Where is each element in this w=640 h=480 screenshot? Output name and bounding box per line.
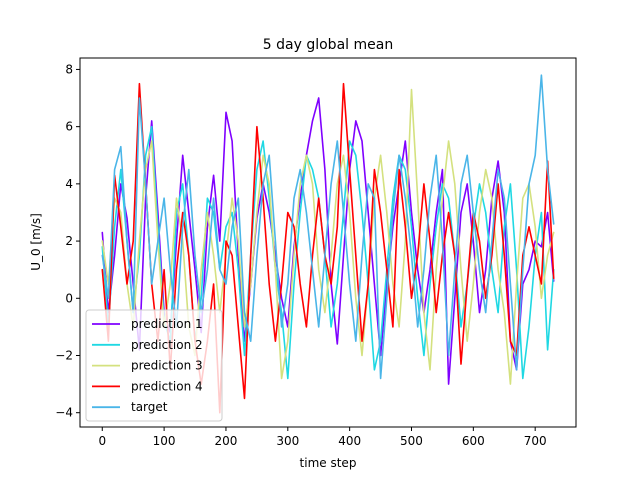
y-tick-label: 6 <box>65 120 73 134</box>
x-tick-label: 300 <box>276 434 299 448</box>
x-tick-label: 0 <box>98 434 106 448</box>
x-axis-label: time step <box>300 456 357 470</box>
legend-box <box>85 309 223 422</box>
series-line-prediction-4 <box>101 82 555 414</box>
y-tick-label: 0 <box>65 291 73 305</box>
y-axis-label: U_0 [m/s] <box>29 213 43 271</box>
y-tick-label: 4 <box>65 177 73 191</box>
series-line-prediction-3 <box>101 88 555 385</box>
legend-label: target <box>131 400 168 414</box>
x-tick-label: 200 <box>215 434 238 448</box>
legend-label: prediction 4 <box>131 379 203 393</box>
x-tick-label: 700 <box>524 434 547 448</box>
x-axis-ticks: 0 100 200 300 400 500 600 700 <box>98 427 547 448</box>
x-tick-label: 400 <box>338 434 361 448</box>
chart-title: 5 day global mean <box>263 37 393 53</box>
legend: prediction 1 prediction 2 prediction 3 pred… <box>85 309 223 422</box>
plot-area-frame <box>79 57 577 428</box>
y-tick-label: 2 <box>65 234 73 248</box>
y-tick-label: 8 <box>65 62 73 76</box>
y-tick-label: −2 <box>55 348 73 362</box>
x-tick-label: 500 <box>400 434 423 448</box>
y-tick-label: −4 <box>55 406 73 420</box>
legend-label: prediction 1 <box>131 317 203 331</box>
y-axis-ticks: −4 −2 0 2 4 6 8 <box>55 62 80 420</box>
legend-label: prediction 2 <box>131 338 203 352</box>
legend-label: prediction 3 <box>131 359 203 373</box>
x-tick-label: 100 <box>153 434 176 448</box>
x-tick-label: 600 <box>462 434 485 448</box>
